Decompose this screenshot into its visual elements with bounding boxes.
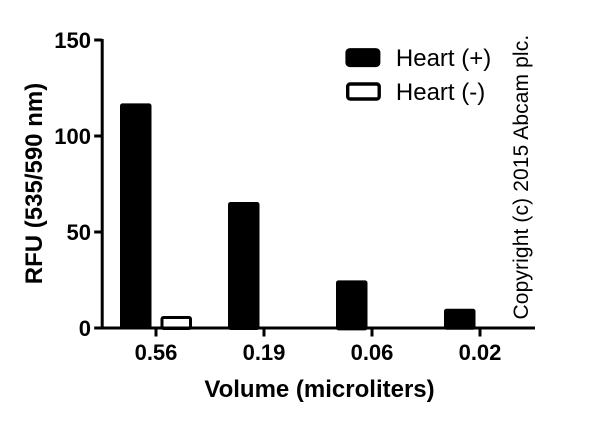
svg-text:100: 100 bbox=[54, 124, 91, 149]
svg-text:Volume (microliters): Volume (microliters) bbox=[204, 376, 434, 403]
svg-text:RFU (535/590 nm): RFU (535/590 nm) bbox=[21, 83, 48, 284]
svg-text:150: 150 bbox=[54, 28, 91, 53]
svg-text:Heart (-): Heart (-) bbox=[396, 79, 485, 106]
svg-text:Heart (+): Heart (+) bbox=[396, 45, 491, 72]
svg-text:0.06: 0.06 bbox=[351, 340, 394, 365]
svg-text:0: 0 bbox=[79, 316, 91, 341]
svg-text:Copyright (c) 2015 Abcam plc.: Copyright (c) 2015 Abcam plc. bbox=[510, 35, 533, 320]
svg-text:0.02: 0.02 bbox=[459, 340, 502, 365]
svg-text:0.19: 0.19 bbox=[243, 340, 286, 365]
svg-text:0.56: 0.56 bbox=[135, 340, 178, 365]
svg-text:50: 50 bbox=[67, 220, 91, 245]
